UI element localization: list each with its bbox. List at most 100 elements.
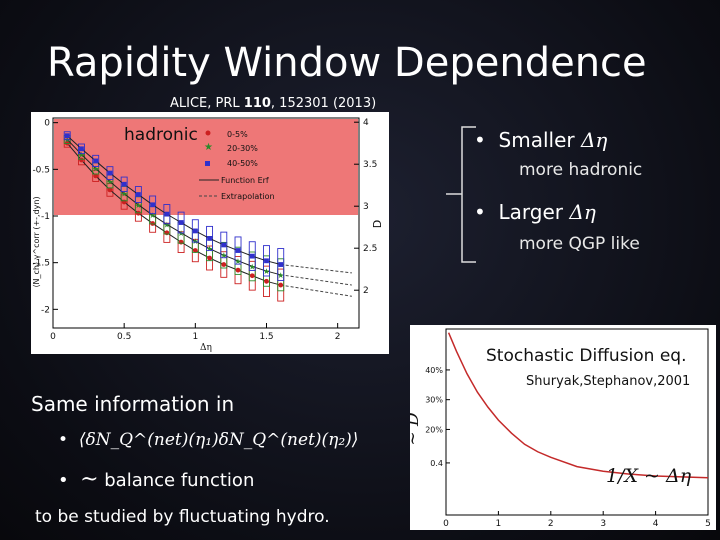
bullet-smaller-sub: more hadronic bbox=[519, 160, 643, 180]
citation-suffix: , 152301 (2013) bbox=[270, 96, 377, 111]
bracket-icon bbox=[446, 126, 476, 263]
data-point bbox=[192, 228, 198, 234]
diffusion-curve bbox=[447, 332, 709, 479]
delta-eta-symbol-2: Δη bbox=[569, 200, 596, 224]
diffusion-x-tick-label: 3 bbox=[600, 519, 606, 529]
data-point bbox=[221, 262, 227, 267]
data-point: ★ bbox=[149, 211, 156, 220]
systematic-box bbox=[106, 183, 114, 197]
bullet-smaller-text: Smaller bbox=[498, 128, 575, 152]
alice-plot: hadronic ★★★★★★★★★★★★★★★ ★ 0-5% ★ 20-30% … bbox=[32, 117, 384, 353]
bullet-balance: • ~ balance function bbox=[58, 467, 255, 492]
data-point bbox=[164, 230, 170, 236]
data-point: ★ bbox=[206, 245, 213, 254]
alice-y2-tick-label: 2.5 bbox=[363, 244, 377, 254]
diffusion-title: Stochastic Diffusion eq. bbox=[486, 346, 687, 366]
legend-marker-2 bbox=[205, 161, 210, 166]
diffusion-ref: Shuryak,Stephanov,2001 bbox=[526, 374, 691, 389]
fit-curve bbox=[66, 139, 281, 276]
systematic-box bbox=[120, 194, 128, 210]
legend-label-3: Function Erf bbox=[221, 176, 269, 185]
footer-text: to be studied by fluctuating hydro. bbox=[35, 507, 330, 527]
data-point bbox=[79, 146, 84, 152]
alice-y2-label: D bbox=[371, 220, 384, 228]
alice-x-tick-label: 0.5 bbox=[117, 332, 131, 342]
systematic-box bbox=[263, 245, 270, 277]
diffusion-frame bbox=[445, 328, 709, 516]
data-point: ★ bbox=[163, 220, 170, 229]
data-point bbox=[207, 236, 212, 241]
extrapolation-line bbox=[280, 284, 352, 297]
data-point bbox=[192, 248, 198, 253]
bullet-correlator: • ⟨δN_Q^(net)(η₁)δN_Q^(net)(η₂)⟩ bbox=[58, 430, 359, 450]
data-point bbox=[64, 133, 70, 139]
hadronic-band bbox=[54, 119, 358, 215]
alice-y-tick-label: -1.5 bbox=[32, 259, 50, 269]
data-point bbox=[221, 242, 227, 248]
bullet-smaller: • Smaller Δη bbox=[474, 128, 608, 152]
systematic-box bbox=[191, 219, 199, 243]
data-point bbox=[93, 173, 99, 179]
data-point bbox=[178, 220, 184, 225]
data-point bbox=[107, 170, 113, 176]
alice-x-tick-label: 1.5 bbox=[259, 332, 273, 342]
diffusion-x-tick-label: 1 bbox=[496, 519, 502, 529]
alice-y-tick-label: -2 bbox=[41, 305, 50, 315]
data-point bbox=[93, 158, 99, 164]
legend-marker-1: ★ bbox=[204, 142, 213, 153]
diffusion-x-tick-label: 4 bbox=[653, 519, 659, 529]
diffusion-ticks: 0 1 2 3 4 5 40% 30% 20% 0.4 bbox=[425, 366, 711, 529]
systematic-box bbox=[234, 236, 242, 265]
data-point: ★ bbox=[263, 267, 270, 276]
alice-y-tick-label: -0.5 bbox=[32, 165, 50, 175]
data-point bbox=[249, 273, 255, 279]
systematic-box bbox=[248, 241, 256, 271]
data-point bbox=[135, 192, 141, 197]
balance-function-text: balance function bbox=[104, 470, 255, 491]
systematic-box bbox=[120, 176, 128, 192]
bullet-larger: • Larger Δη bbox=[474, 200, 596, 224]
systematic-box bbox=[78, 154, 85, 166]
alice-x-tick-label: 2 bbox=[335, 332, 341, 342]
alice-y-tick-label: -1 bbox=[41, 212, 50, 222]
diffusion-x-tick-label: 5 bbox=[705, 519, 711, 529]
systematic-box bbox=[220, 231, 228, 259]
fit-curve bbox=[66, 142, 281, 286]
legend-label-4: Extrapolation bbox=[221, 192, 275, 201]
data-point bbox=[178, 239, 184, 245]
data-point bbox=[121, 181, 127, 187]
citation: ALICE, PRL 110, 152301 (2013) bbox=[170, 96, 376, 111]
diffusion-y-tick-label: 0.4 bbox=[430, 459, 443, 468]
data-point bbox=[264, 278, 269, 284]
data-point: ★ bbox=[277, 271, 284, 280]
data-point: ★ bbox=[121, 190, 128, 199]
diffusion-annotation: 1/X ~ Δη bbox=[606, 465, 692, 487]
data-point bbox=[235, 267, 241, 273]
alice-y2-tick-label: 3.5 bbox=[363, 160, 377, 170]
diffusion-x-tick-label: 2 bbox=[548, 519, 554, 529]
systematic-box bbox=[78, 143, 85, 155]
systematic-box bbox=[134, 186, 142, 203]
citation-prefix: ALICE, PRL bbox=[170, 96, 244, 111]
legend-label-0: 0-5% bbox=[227, 130, 248, 139]
legend-marker-0 bbox=[205, 130, 211, 136]
data-point bbox=[249, 253, 255, 259]
alice-legend: 0-5% ★ 20-30% 40-50% Function Erf Extrap… bbox=[199, 130, 275, 201]
data-point: ★ bbox=[135, 201, 142, 210]
legend-label-1: 20-30% bbox=[227, 144, 258, 153]
diffusion-figure: ~ D 0 1 2 3 4 5 40% 30% 20% 0.4 1/X ~ Δη bbox=[410, 325, 716, 530]
data-point: ★ bbox=[234, 257, 241, 266]
same-information-text: Same information in bbox=[31, 392, 235, 416]
data-point: ★ bbox=[220, 251, 227, 260]
data-point bbox=[278, 262, 284, 267]
data-point bbox=[164, 211, 170, 217]
tilde-symbol: ~ bbox=[80, 467, 99, 492]
bullet-larger-sub: more QGP like bbox=[519, 234, 640, 254]
citation-volume: 110 bbox=[243, 96, 271, 111]
systematic-box bbox=[92, 169, 100, 182]
diffusion-data-layer bbox=[447, 332, 709, 479]
systematic-box bbox=[92, 154, 100, 167]
data-point bbox=[264, 258, 269, 264]
hadronic-label: hadronic bbox=[124, 125, 198, 145]
alice-x-tick-label: 0 bbox=[50, 332, 56, 342]
